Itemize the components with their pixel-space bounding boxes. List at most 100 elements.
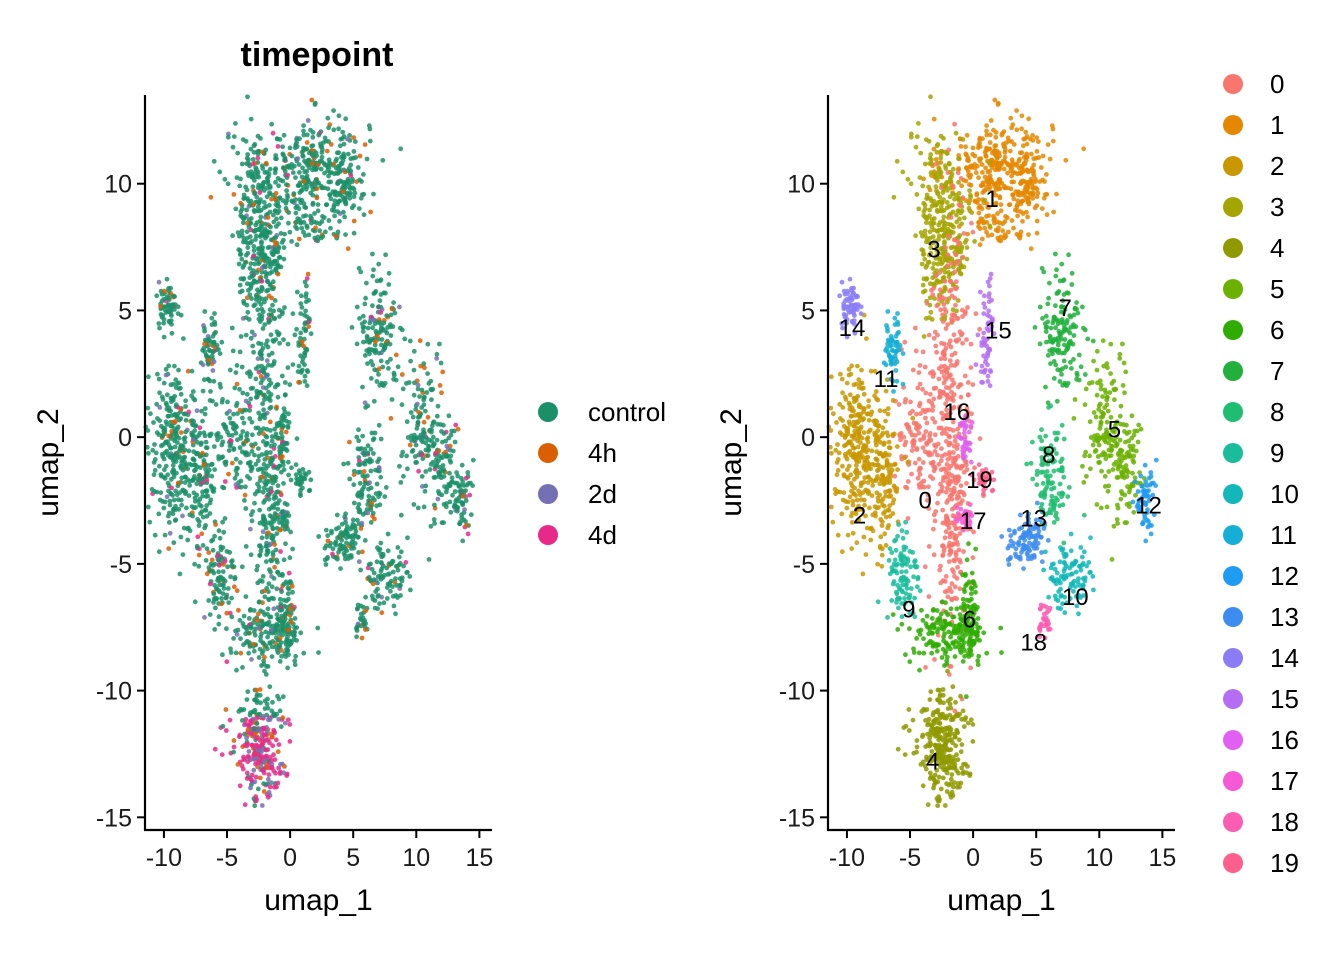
cell-point — [266, 362, 271, 368]
cell-point — [255, 760, 261, 766]
cell-point — [164, 448, 170, 454]
cell-point — [282, 720, 288, 726]
cell-point — [947, 288, 952, 294]
cell-point — [829, 374, 834, 380]
cell-point — [344, 548, 350, 554]
cell-point — [407, 574, 413, 579]
cell-point — [222, 558, 228, 564]
cell-point — [384, 313, 390, 318]
cell-point — [168, 445, 174, 451]
cell-point — [359, 635, 365, 641]
cell-point — [258, 634, 263, 640]
cell-point — [828, 405, 834, 411]
cell-point — [429, 423, 435, 428]
cell-point — [357, 469, 363, 475]
cell-point — [1034, 149, 1040, 154]
cell-point — [234, 381, 240, 387]
cell-point — [1011, 179, 1017, 185]
cell-point — [440, 439, 445, 445]
cell-point — [285, 172, 291, 178]
cell-point — [286, 472, 291, 478]
cell-point — [357, 153, 363, 159]
cell-point — [443, 449, 448, 455]
cell-point — [211, 444, 217, 449]
cell-point — [1018, 180, 1024, 186]
cell-point — [306, 232, 312, 238]
cell-point — [441, 468, 446, 474]
cell-point — [322, 135, 328, 141]
cell-point — [185, 368, 191, 374]
cell-point — [243, 252, 249, 258]
cell-point — [257, 646, 263, 652]
cell-point — [190, 389, 196, 394]
cell-point — [964, 337, 969, 342]
cell-point — [266, 530, 271, 536]
cell-point — [351, 482, 357, 488]
cell-point — [465, 470, 471, 475]
cell-point — [273, 547, 279, 553]
cell-point — [212, 582, 218, 588]
cell-point — [334, 156, 339, 162]
cell-point — [1015, 213, 1020, 219]
cell-point — [253, 794, 259, 799]
cell-point — [935, 142, 941, 147]
cell-point — [257, 775, 263, 781]
cell-point — [268, 569, 273, 575]
cell-point — [328, 142, 334, 147]
cell-point — [926, 407, 932, 413]
cell-point — [1054, 191, 1059, 197]
cell-point — [157, 405, 163, 410]
cell-point — [160, 434, 165, 439]
cell-point — [1034, 135, 1040, 141]
cell-point — [238, 436, 244, 441]
cell-point — [222, 176, 228, 182]
cell-point — [269, 196, 274, 202]
cell-point — [232, 426, 237, 432]
cell-point — [401, 473, 406, 479]
cell-point — [202, 326, 207, 331]
cell-point — [945, 252, 951, 258]
cell-point — [440, 369, 446, 375]
cell-point — [364, 333, 370, 339]
cell-point — [332, 198, 338, 204]
cell-point — [942, 241, 947, 246]
cell-point — [443, 489, 449, 495]
cell-point — [389, 397, 395, 402]
cell-point — [368, 446, 374, 452]
cell-point — [245, 727, 251, 733]
cell-point — [190, 456, 196, 462]
cell-point — [202, 411, 208, 417]
cell-point — [259, 749, 264, 755]
cell-point — [358, 526, 364, 531]
cell-point — [388, 333, 394, 338]
cell-point — [239, 564, 245, 570]
cell-point — [923, 665, 928, 670]
cell-point — [266, 352, 272, 358]
cell-point — [933, 161, 939, 167]
cell-point — [257, 711, 263, 717]
cell-point — [367, 126, 373, 132]
cell-point — [436, 470, 441, 475]
cell-point — [301, 220, 307, 225]
cell-point — [260, 741, 265, 747]
cell-point — [237, 386, 242, 392]
cell-point — [180, 552, 186, 557]
cell-point — [325, 115, 331, 121]
cell-point — [931, 386, 937, 391]
cell-point — [922, 206, 928, 212]
cell-point — [170, 302, 176, 308]
cell-point — [340, 189, 346, 195]
cell-point — [317, 228, 322, 234]
cell-point — [284, 182, 289, 188]
cell-point — [229, 614, 235, 620]
cell-point — [246, 616, 252, 621]
cell-point — [273, 266, 279, 272]
cell-point — [965, 380, 971, 385]
cell-point — [258, 700, 263, 706]
cell-point — [163, 463, 169, 469]
cell-point — [231, 411, 236, 417]
cell-point — [352, 523, 358, 529]
cell-point — [370, 273, 376, 279]
cell-point — [258, 351, 264, 357]
